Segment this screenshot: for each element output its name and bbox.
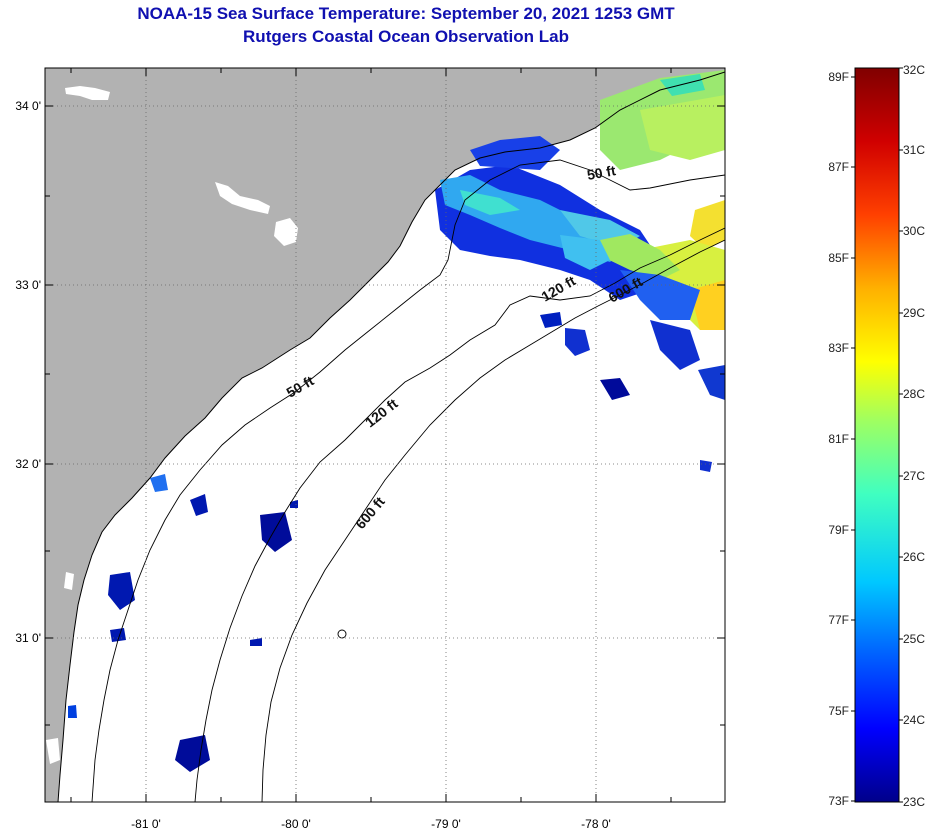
fahrenheit-label: 77F [828, 613, 849, 627]
colorbar [854, 67, 900, 803]
lon-tick-label: -80 0' [281, 817, 311, 831]
lat-tick-label: 33 0' [15, 278, 41, 292]
colorbar-celsius-labels: 32C 31C 30C 29C 28C 27C 26C 25C 24C 23C [903, 63, 925, 809]
fahrenheit-label: 73F [828, 794, 849, 808]
lake [46, 738, 60, 764]
lake [274, 218, 298, 246]
colorbar-fahrenheit-labels: 89F 87F 85F 83F 81F 79F 77F 75F 73F [828, 70, 849, 808]
contour-label: 50 ft [586, 162, 617, 183]
celsius-label: 25C [903, 632, 925, 646]
celsius-label: 26C [903, 550, 925, 564]
celsius-label: 29C [903, 306, 925, 320]
land-mass [45, 68, 725, 802]
fahrenheit-label: 85F [828, 251, 849, 265]
celsius-label: 32C [903, 63, 925, 77]
map-title: NOAA-15 Sea Surface Temperature: Septemb… [137, 4, 675, 23]
fahrenheit-label: 83F [828, 341, 849, 355]
celsius-label: 28C [903, 387, 925, 401]
lat-tick-label: 31 0' [15, 631, 41, 645]
colorbar-ticks [851, 67, 903, 803]
lake [64, 572, 74, 590]
contour-600ft [261, 239, 725, 802]
celsius-label: 23C [903, 795, 925, 809]
axis-ticks [45, 68, 725, 802]
fahrenheit-label: 79F [828, 523, 849, 537]
fahrenheit-label: 89F [828, 70, 849, 84]
lake [65, 86, 110, 100]
celsius-label: 27C [903, 469, 925, 483]
fahrenheit-label: 81F [828, 432, 849, 446]
sst-patches [68, 70, 725, 772]
lake [215, 182, 270, 214]
fahrenheit-label: 87F [828, 160, 849, 174]
map-frame [44, 67, 726, 803]
fahrenheit-label: 75F [828, 704, 849, 718]
lon-tick-label: -78 0' [581, 817, 611, 831]
map-subtitle: Rutgers Coastal Ocean Observation Lab [243, 27, 569, 46]
coastline [57, 71, 725, 802]
graticule [45, 68, 725, 802]
lon-tick-label: -79 0' [431, 817, 461, 831]
lon-tick-label: -81 0' [131, 817, 161, 831]
celsius-label: 31C [903, 143, 925, 157]
celsius-label: 24C [903, 713, 925, 727]
lat-tick-label: 34 0' [15, 99, 41, 113]
celsius-label: 30C [903, 224, 925, 238]
contour-50ft [91, 159, 725, 802]
lat-tick-label: 32 0' [15, 457, 41, 471]
contour-120ft [194, 227, 725, 802]
